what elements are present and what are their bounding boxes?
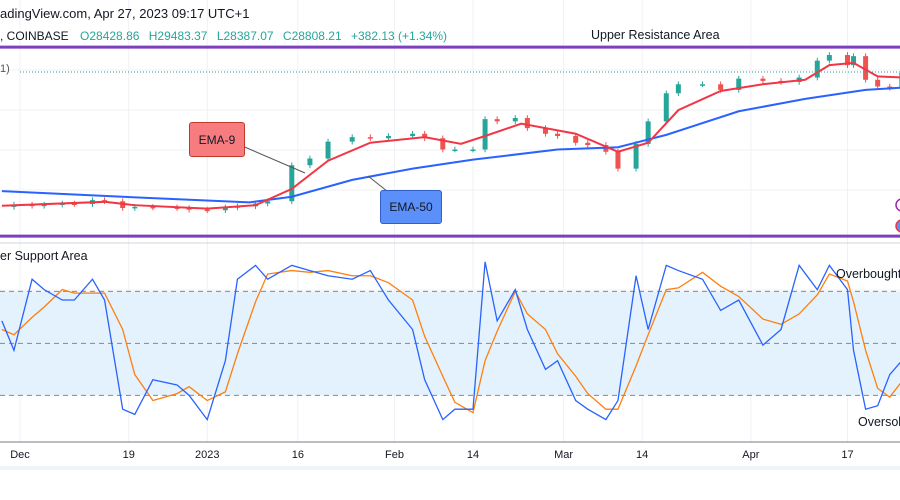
x-axis: Dec 19 2023 16 Feb 14 Mar 14 Apr 17 xyxy=(10,449,853,461)
candle-body xyxy=(736,78,742,90)
chart-source-title: adingView.com, Apr 27, 2023 09:17 UTC+1 xyxy=(0,6,250,21)
candle-body xyxy=(887,86,893,89)
candle-body xyxy=(615,151,621,169)
ema-marker-red xyxy=(895,219,900,233)
candle-body xyxy=(385,136,391,139)
candle-body xyxy=(524,118,530,129)
candles xyxy=(11,52,900,214)
candle-body xyxy=(174,207,180,209)
candle-body xyxy=(367,137,373,139)
candle-body xyxy=(863,56,869,80)
candle-body xyxy=(814,60,820,78)
candle-body xyxy=(307,158,313,166)
ema9-pointer xyxy=(239,144,306,174)
x-tick-label: 14 xyxy=(636,449,648,461)
lower-support-label: er Support Area xyxy=(0,249,88,263)
candle-body xyxy=(410,133,416,137)
candle-body xyxy=(482,119,488,150)
symbol-label: , COINBASE xyxy=(0,29,69,43)
candle-body xyxy=(71,203,77,206)
ema9-callout: EMA-9 xyxy=(189,122,245,157)
candle-body xyxy=(826,55,832,61)
candle-body xyxy=(675,84,681,94)
ema9-line xyxy=(1,61,900,210)
candle-body xyxy=(452,149,458,152)
upper-resistance-label: Upper Resistance Area xyxy=(591,28,720,42)
candle-body xyxy=(512,118,518,122)
candle-body xyxy=(585,142,591,146)
footer-strip xyxy=(0,466,900,470)
indicator-legend-fragment: 1) xyxy=(0,63,10,75)
ohlc-legend: , COINBASE O28428.86 H29483.37 L28387.07… xyxy=(0,29,453,43)
x-tick-label: Apr xyxy=(742,449,759,461)
ema-marker-purple xyxy=(895,198,900,212)
stoch-levels xyxy=(0,290,900,396)
candle-body xyxy=(844,55,850,66)
ema50-line xyxy=(1,86,900,204)
candle-body xyxy=(633,143,639,169)
candle-body xyxy=(573,136,579,143)
x-tick-label: Mar xyxy=(554,449,573,461)
candle-body xyxy=(325,141,331,159)
candle-body xyxy=(132,206,138,209)
candle-body xyxy=(349,137,355,142)
candle-body xyxy=(289,165,295,202)
change-value: +382.13 (+1.34%) xyxy=(350,29,448,43)
open-value: O28428.86 xyxy=(80,29,140,43)
candle-body xyxy=(760,78,766,81)
candle-body xyxy=(150,206,156,209)
ema50-callout: EMA-50 xyxy=(380,190,442,224)
high-value: H29483.37 xyxy=(148,29,208,43)
candle-body xyxy=(494,119,500,122)
candle-body xyxy=(851,56,857,66)
overbought-label: Overbought xyxy=(836,267,900,281)
candle-body xyxy=(875,79,881,87)
stoch-d-line xyxy=(1,269,900,414)
candle-body xyxy=(645,121,651,144)
candle-body xyxy=(718,84,724,90)
candle-body xyxy=(41,204,47,207)
candle-body xyxy=(265,201,271,204)
candle-body xyxy=(204,209,210,212)
x-tick-label: Feb xyxy=(385,449,404,461)
candle-body xyxy=(422,133,428,139)
candle-body xyxy=(186,208,192,210)
x-tick-label: Dec xyxy=(10,449,30,461)
stoch-k-line xyxy=(1,261,900,422)
candle-body xyxy=(700,84,706,86)
candle-body xyxy=(470,149,476,152)
candle-body xyxy=(440,138,446,150)
x-tick-label: 17 xyxy=(841,449,853,461)
x-tick-label: 19 xyxy=(123,449,135,461)
candle-body xyxy=(663,93,669,122)
candle-body xyxy=(222,207,228,211)
x-tick-label: 14 xyxy=(467,449,479,461)
candle-body xyxy=(555,133,561,137)
candle-body xyxy=(542,128,548,134)
x-tick-label: 16 xyxy=(292,449,304,461)
low-value: L28387.07 xyxy=(216,29,274,43)
close-value: C28808.21 xyxy=(282,29,342,43)
oversold-label: Oversol xyxy=(858,415,900,429)
x-tick-label: 2023 xyxy=(195,449,219,461)
